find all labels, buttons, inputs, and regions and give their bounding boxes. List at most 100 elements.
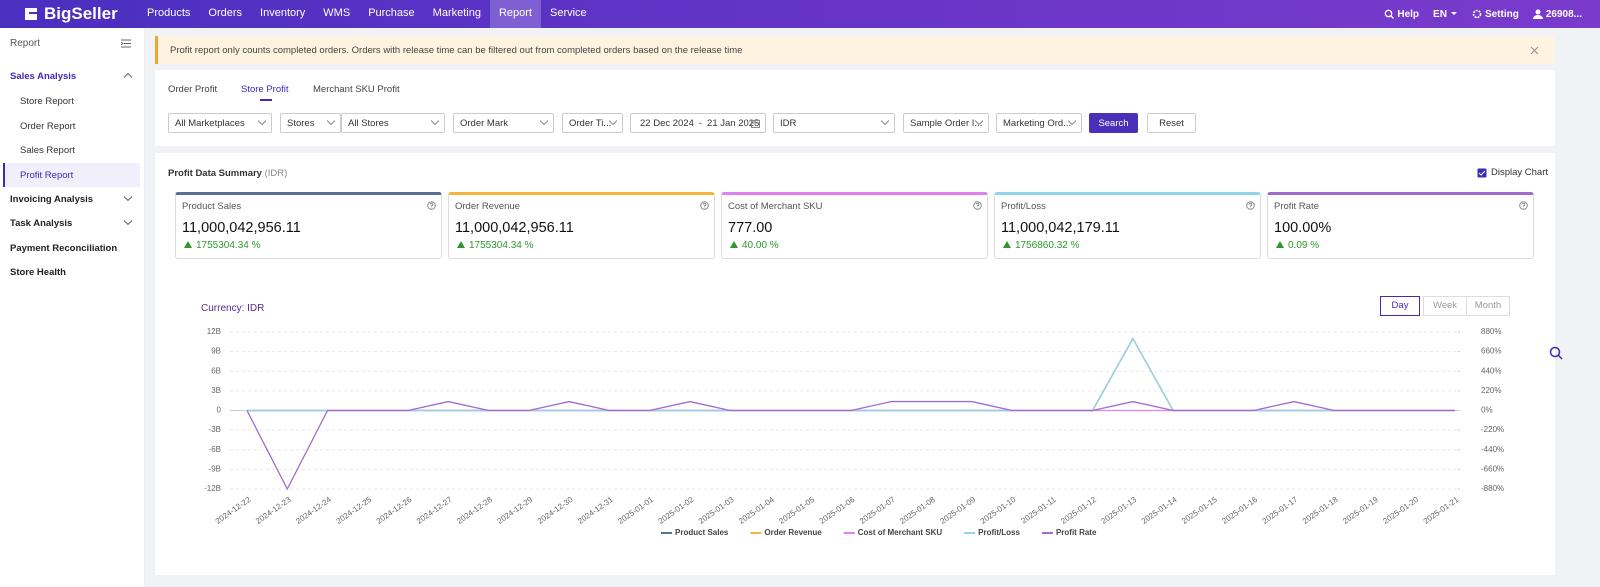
card-change-text: 1755304.34 % bbox=[196, 240, 261, 251]
x-tick-label: 2024-12-24 bbox=[294, 495, 333, 526]
y2-tick-label: 660% bbox=[1481, 347, 1501, 356]
y2-tick-label: -660% bbox=[1481, 464, 1504, 473]
nav-item[interactable]: Inventory bbox=[260, 7, 306, 19]
nav-items: Products Orders Inventory WMS Purchase Market… bbox=[138, 0, 596, 28]
legend-label: Cost of Merchant SKU bbox=[858, 528, 943, 537]
summary-currency: (IDR) bbox=[264, 168, 288, 179]
menu-group[interactable]: Task Analysis bbox=[10, 218, 73, 229]
card-value: 11,000,042,179.11 bbox=[1001, 220, 1120, 236]
active-item-bg bbox=[3, 163, 140, 187]
logo-icon bbox=[25, 8, 37, 20]
lang-text: EN bbox=[1433, 8, 1447, 20]
card-change-text: 1756860.32 % bbox=[1015, 240, 1080, 251]
card-change-text: 40.00 % bbox=[742, 240, 779, 251]
card-value: 11,000,042,956.11 bbox=[182, 220, 301, 236]
card-change-text: 1755304.34 % bbox=[469, 240, 534, 251]
setting[interactable]: Setting bbox=[1472, 9, 1519, 20]
close-icon[interactable] bbox=[1530, 46, 1539, 55]
tab[interactable]: Store Profit bbox=[241, 84, 289, 95]
x-tick-label: 2025-01-18 bbox=[1301, 495, 1340, 526]
x-tick-label: 2025-01-21 bbox=[1422, 495, 1461, 526]
menu-group[interactable]: Store Health bbox=[10, 267, 66, 278]
y2-tick-label: 880% bbox=[1481, 327, 1501, 336]
help-text: Help bbox=[1397, 8, 1420, 20]
dropdown[interactable]: Order Ti... bbox=[562, 113, 623, 133]
nav-item[interactable]: Report bbox=[489, 0, 541, 28]
dropdown[interactable]: Marketing Ord... bbox=[996, 113, 1082, 133]
card-label: Order Revenue bbox=[455, 201, 520, 212]
x-tick-label: 2025-01-02 bbox=[657, 495, 696, 526]
menu-item[interactable]: Store Report bbox=[20, 96, 74, 107]
legend-label: Product Sales bbox=[675, 528, 729, 537]
summary-card: Profit/Loss 11,000,042,179.11 1756860.32 % bbox=[994, 192, 1261, 259]
period-button[interactable]: Day bbox=[1380, 296, 1420, 316]
card-change: 0.09 % bbox=[1276, 240, 1319, 251]
user[interactable]: 26908... bbox=[1532, 9, 1582, 20]
tab[interactable]: Order Profit bbox=[168, 84, 218, 95]
collapse-icon[interactable] bbox=[121, 39, 131, 48]
nav-right: Help EN Setting 26908... bbox=[1384, 0, 1582, 28]
date-range[interactable]: 22 Dec 2024-21 Jan 2025 bbox=[630, 113, 766, 133]
currency-prefix: Currency: bbox=[201, 303, 245, 314]
menu-item[interactable]: Order Report bbox=[20, 120, 76, 132]
dropdown[interactable]: All Marketplaces bbox=[168, 113, 272, 133]
y2-tick-label: -440% bbox=[1481, 445, 1504, 454]
display-chart-text: Display Chart bbox=[1491, 167, 1549, 178]
card-change: 1756860.32 % bbox=[1003, 240, 1080, 251]
x-tick-label: 2024-12-23 bbox=[254, 495, 293, 526]
menu-item[interactable]: Sales Report bbox=[20, 145, 75, 156]
x-tick-label: 2025-01-07 bbox=[858, 495, 897, 526]
x-tick-label: 2024-12-26 bbox=[375, 495, 414, 526]
card-change: 40.00 % bbox=[730, 240, 779, 251]
nav-item[interactable]: Marketing bbox=[432, 7, 481, 19]
search-button[interactable]: Search bbox=[1089, 113, 1138, 133]
nav-item[interactable]: Purchase bbox=[368, 7, 415, 19]
help[interactable]: Help bbox=[1384, 9, 1419, 20]
dropdown[interactable]: Order Mark bbox=[453, 113, 554, 133]
period-button[interactable]: Month bbox=[1466, 296, 1510, 316]
x-tick-label: 2025-01-15 bbox=[1180, 495, 1219, 526]
tab[interactable]: Merchant SKU Profit bbox=[313, 84, 400, 95]
y2-tick-label: 440% bbox=[1481, 366, 1501, 375]
filter-panel bbox=[155, 70, 1555, 146]
menu-group[interactable]: Payment Reconciliation bbox=[10, 243, 118, 254]
sidebar: Report Sales Analysis Store Report Order … bbox=[0, 28, 145, 587]
logo[interactable]: BigSeller bbox=[22, 4, 118, 24]
x-tick-label: 2024-12-31 bbox=[576, 495, 615, 526]
x-tick-label: 2025-01-12 bbox=[1059, 495, 1098, 526]
y-tick-label: -3B bbox=[209, 425, 221, 434]
search-float[interactable] bbox=[1549, 346, 1563, 360]
lang[interactable]: EN bbox=[1433, 9, 1458, 20]
nav-item[interactable]: Service bbox=[550, 7, 587, 19]
reset-button[interactable]: Reset bbox=[1147, 113, 1196, 133]
x-tick-label: 2025-01-04 bbox=[737, 495, 776, 526]
display-chart[interactable]: Display Chart bbox=[1477, 167, 1548, 178]
date-sep: - bbox=[698, 118, 703, 129]
nav-item[interactable]: WMS bbox=[323, 7, 351, 19]
x-tick-label: 2025-01-11 bbox=[1019, 495, 1058, 526]
dropdown-text: Sample Order I... bbox=[910, 118, 983, 129]
nav-item[interactable]: Products bbox=[147, 7, 191, 19]
series-line bbox=[247, 337, 1455, 412]
x-tick-label: 2025-01-13 bbox=[1100, 495, 1139, 526]
y2-tick-label: -220% bbox=[1481, 425, 1504, 434]
summary-card: Product Sales 11,000,042,956.11 1755304.34… bbox=[175, 192, 442, 259]
y2-tick-label: 220% bbox=[1481, 386, 1501, 395]
menu-item[interactable]: Profit Report bbox=[20, 169, 74, 181]
dropdown[interactable]: All Stores bbox=[341, 113, 445, 133]
x-tick-label: 2025-01-06 bbox=[818, 495, 857, 526]
x-tick-label: 2024-12-25 bbox=[334, 495, 373, 526]
dropdown[interactable]: Sample Order I... bbox=[903, 113, 989, 133]
nav-item[interactable]: Orders bbox=[208, 7, 243, 19]
card-label: Profit Rate bbox=[1274, 201, 1319, 212]
menu-group[interactable]: Invoicing Analysis bbox=[10, 194, 94, 205]
dropdown[interactable]: IDR bbox=[773, 113, 895, 133]
x-tick-label: 2025-01-05 bbox=[777, 495, 816, 526]
y-tick-label: 3B bbox=[211, 386, 221, 395]
legend-label: Order Revenue bbox=[764, 528, 822, 537]
menu-group[interactable]: Sales Analysis bbox=[10, 71, 77, 82]
currency-label: Currency: IDR bbox=[201, 303, 264, 314]
dropdown[interactable]: Stores bbox=[280, 113, 341, 133]
